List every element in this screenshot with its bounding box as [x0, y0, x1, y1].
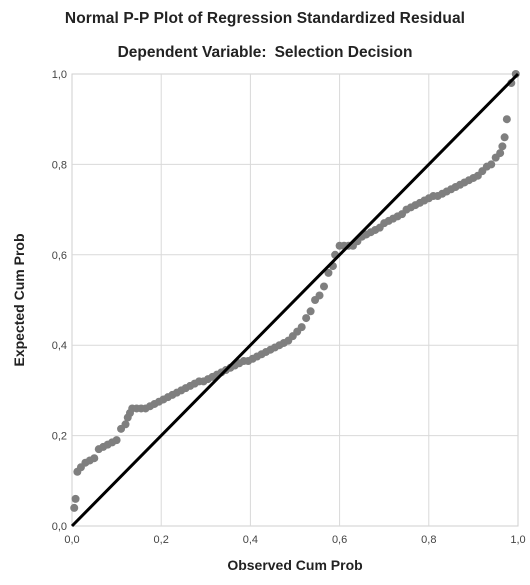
x-tick-label: 0,0 — [64, 534, 79, 546]
y-tick-label: 0,4 — [52, 340, 67, 352]
y-tick-label: 1,0 — [52, 69, 67, 81]
x-tick-label: 1,0 — [510, 534, 525, 546]
data-point — [502, 115, 511, 124]
chart-subtitle: Dependent Variable: Selection Decision — [0, 44, 530, 62]
data-point — [324, 268, 333, 277]
x-tick-label: 0,4 — [243, 534, 258, 546]
x-tick-label: 0,6 — [332, 534, 347, 546]
data-point — [121, 420, 130, 429]
x-axis-label: Observed Cum Prob — [227, 557, 362, 573]
data-point — [315, 291, 324, 300]
y-tick-label: 0,6 — [52, 250, 67, 262]
subtitle-value: Selection Decision — [274, 44, 413, 61]
data-point — [306, 307, 315, 316]
data-point — [498, 142, 507, 151]
y-tick-label: 0,2 — [52, 431, 67, 443]
data-point — [90, 454, 99, 463]
y-tick-label: 0,0 — [52, 521, 67, 533]
y-axis-label: Expected Cum Prob — [11, 233, 27, 366]
reference-line — [70, 72, 520, 528]
data-point — [302, 314, 311, 323]
y-tick-label: 0,8 — [52, 159, 67, 171]
x-tick-label: 0,8 — [421, 534, 436, 546]
data-point — [297, 323, 306, 332]
subtitle-label: Dependent Variable: — [117, 44, 267, 61]
data-point — [71, 494, 80, 503]
x-tick-label: 0,2 — [154, 534, 169, 546]
data-point — [500, 133, 509, 142]
chart-title: Normal P-P Plot of Regression Standardiz… — [64, 10, 466, 27]
data-point — [496, 149, 505, 158]
data-point — [70, 503, 79, 512]
data-point — [319, 282, 328, 291]
data-point — [487, 160, 496, 169]
data-point — [112, 436, 121, 445]
